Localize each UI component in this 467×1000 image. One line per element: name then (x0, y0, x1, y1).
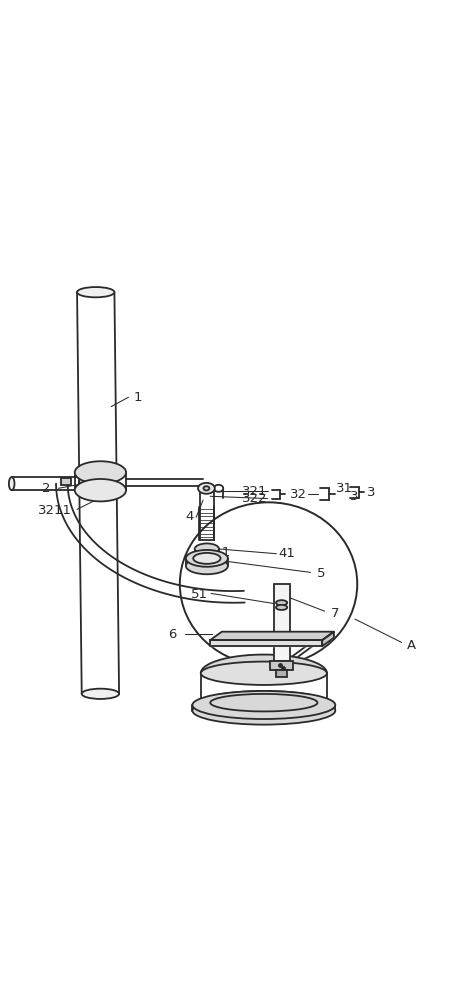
Ellipse shape (204, 486, 209, 490)
Bar (270, 661, 293, 670)
Text: 31: 31 (336, 482, 353, 495)
Ellipse shape (198, 483, 215, 494)
Ellipse shape (201, 691, 327, 714)
Ellipse shape (82, 689, 119, 699)
Text: 3211: 3211 (38, 504, 72, 517)
Text: 3: 3 (367, 486, 375, 499)
Polygon shape (322, 632, 334, 646)
Polygon shape (201, 655, 327, 673)
Bar (276, 670, 287, 677)
Ellipse shape (186, 557, 228, 574)
Text: 7: 7 (331, 607, 340, 620)
Text: A: A (406, 639, 416, 652)
Bar (61, 478, 71, 485)
Text: 5: 5 (317, 567, 325, 580)
Ellipse shape (193, 553, 220, 564)
Polygon shape (210, 632, 334, 640)
Polygon shape (210, 640, 322, 646)
Text: 2: 2 (42, 482, 50, 495)
Ellipse shape (9, 477, 14, 490)
Ellipse shape (192, 697, 335, 725)
Ellipse shape (195, 550, 219, 562)
Ellipse shape (201, 662, 327, 685)
Text: 4: 4 (185, 510, 193, 523)
Ellipse shape (77, 287, 114, 297)
Text: 32: 32 (290, 488, 307, 501)
Text: 41: 41 (279, 547, 296, 560)
Ellipse shape (75, 461, 126, 484)
Text: 51: 51 (191, 588, 208, 601)
Text: 321: 321 (242, 485, 267, 498)
Text: 1: 1 (134, 391, 142, 404)
Text: 8: 8 (199, 698, 207, 711)
Ellipse shape (75, 479, 126, 501)
Ellipse shape (276, 600, 287, 605)
Bar (274, 584, 290, 661)
Ellipse shape (276, 605, 287, 610)
Ellipse shape (186, 550, 228, 567)
Ellipse shape (214, 485, 223, 492)
Text: 322: 322 (242, 492, 267, 505)
Text: 3: 3 (350, 490, 358, 503)
Text: 411: 411 (205, 546, 231, 559)
Ellipse shape (192, 691, 335, 719)
Text: 6: 6 (169, 628, 177, 641)
Ellipse shape (195, 543, 219, 555)
